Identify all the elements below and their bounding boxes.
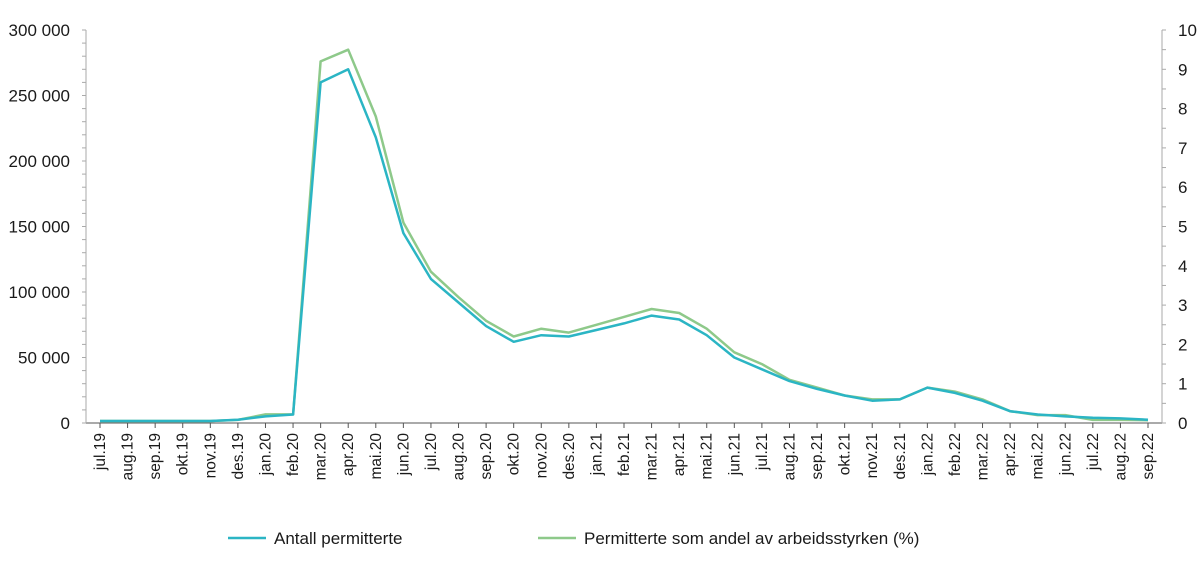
x-axis-tick-label: jun.20 <box>395 433 412 477</box>
right-axis-tick-label: 3 <box>1178 296 1187 315</box>
left-axis-tick-label: 150 000 <box>9 218 70 237</box>
x-axis-tick-label: apr.21 <box>671 433 688 476</box>
right-axis-tick-label: 7 <box>1178 139 1187 158</box>
x-axis-tick-label: aug.22 <box>1112 433 1129 480</box>
x-axis-tick-label: jul.19 <box>92 433 109 471</box>
x-axis-ticks: jul.19 aug.19 sep.19 okt.19 nov.19 des.19 jan.… <box>92 423 1157 480</box>
x-axis-tick-label: mar.20 <box>313 433 330 481</box>
x-axis-tick-label: des.21 <box>892 433 909 480</box>
x-axis-tick-label: okt.20 <box>506 433 523 476</box>
x-axis-tick-label: apr.20 <box>340 433 357 476</box>
right-axis-tick-label: 10 <box>1178 21 1197 40</box>
x-axis-tick-label: jun.22 <box>1057 433 1074 476</box>
right-axis-tick-label: 9 <box>1178 60 1187 79</box>
x-axis-tick-label: okt.21 <box>837 433 854 475</box>
series-line-andel-arbeidsstyrken <box>100 48 1149 423</box>
x-axis-tick-label: mar.22 <box>975 433 992 480</box>
x-axis-tick-label: aug.19 <box>120 433 137 480</box>
right-axis-tick-label: 5 <box>1178 218 1187 237</box>
right-axis-tick-label: 4 <box>1178 257 1187 276</box>
series-lines <box>100 48 1149 423</box>
x-axis-tick-label: nov.19 <box>202 433 219 478</box>
x-axis-tick-label: jul.21 <box>754 433 771 471</box>
x-axis-tick-label: aug.20 <box>451 433 468 481</box>
x-axis-tick-label: mai.20 <box>368 433 385 480</box>
x-axis-tick-label: sep.22 <box>1140 433 1157 480</box>
left-axis-tick-label: 300 000 <box>9 21 70 40</box>
left-axis-tick-label: 0 <box>61 414 70 433</box>
x-axis-tick-label: sep.21 <box>809 433 826 480</box>
x-axis-tick-label: nov.21 <box>864 433 881 478</box>
x-axis-tick-label: des.19 <box>230 433 247 480</box>
right-axis-tick-label: 0 <box>1178 414 1187 433</box>
series-line-antall-permitterte <box>100 68 1149 423</box>
x-axis-tick-label: jan.21 <box>588 433 605 476</box>
x-axis-tick-label: mai.21 <box>699 433 716 480</box>
right-axis-tick-label: 8 <box>1178 100 1187 119</box>
x-axis-tick-label: jun.21 <box>726 433 743 476</box>
x-axis-tick-label: mar.21 <box>644 433 661 480</box>
x-axis-tick-label: jan.20 <box>257 433 274 477</box>
legend: Antall permitterte Permitterte som andel… <box>228 529 919 548</box>
legend-label-andel: Permitterte som andel av arbeidsstyrken … <box>584 529 919 548</box>
legend-label-antall: Antall permitterte <box>274 529 403 548</box>
x-axis-tick-label: mai.22 <box>1030 433 1047 480</box>
x-axis-tick-label: sep.19 <box>147 433 164 480</box>
x-axis-tick-label: jul.20 <box>423 433 440 471</box>
x-axis-tick-label: jul.22 <box>1085 433 1102 471</box>
right-axis-ticks: 0 1 2 3 4 5 6 7 8 9 10 <box>1178 21 1197 433</box>
x-axis-tick-label: nov.20 <box>533 433 550 479</box>
right-axis-tick-label: 2 <box>1178 335 1187 354</box>
left-axis-ticks: 0 50 000 100 000 150 000 200 000 250 000 300 0… <box>9 21 70 433</box>
x-axis-tick-label: sep.20 <box>478 433 495 480</box>
x-axis-tick-label: jan.22 <box>919 433 936 476</box>
left-axis-tick-label: 100 000 <box>9 283 70 302</box>
x-axis-tick-label: des.20 <box>561 433 578 480</box>
right-axis-tick-label: 1 <box>1178 375 1187 394</box>
left-axis-tick-label: 250 000 <box>9 87 70 106</box>
x-axis-tick-label: aug.21 <box>781 433 798 480</box>
left-axis-tick-label: 200 000 <box>9 152 70 171</box>
x-axis-tick-label: feb.20 <box>285 433 302 476</box>
axes <box>82 29 1166 424</box>
x-axis-tick-label: feb.21 <box>616 433 633 476</box>
left-axis-tick-label: 50 000 <box>18 349 70 368</box>
x-axis-tick-label: feb.22 <box>947 433 964 476</box>
right-axis-tick-label: 6 <box>1178 178 1187 197</box>
x-axis-tick-label: okt.19 <box>175 433 192 475</box>
x-axis-tick-label: apr.22 <box>1002 433 1019 476</box>
